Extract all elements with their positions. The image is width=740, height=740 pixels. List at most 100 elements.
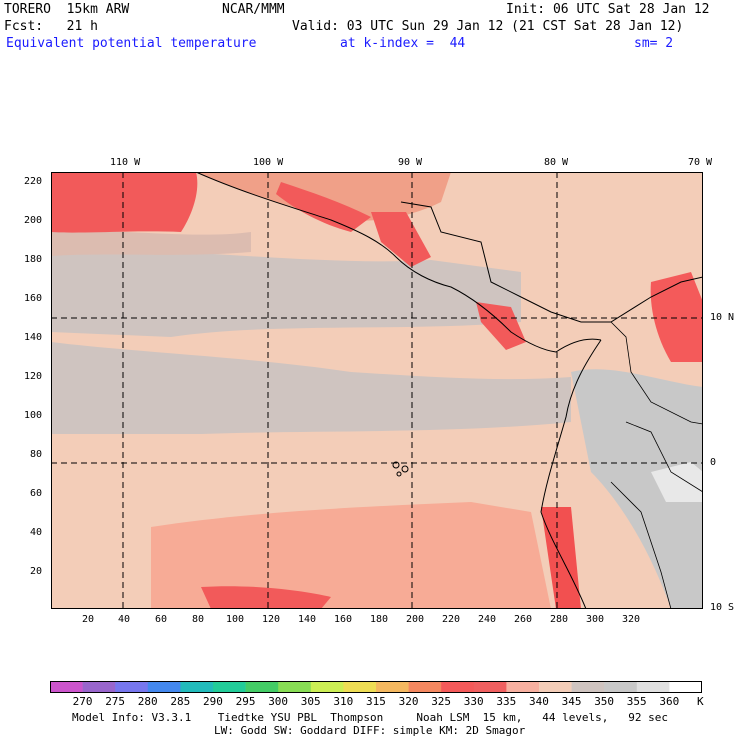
colorbar-swatch [571,681,605,693]
colorbar-label: 360 [659,695,680,708]
colorbar-swatch [408,681,442,693]
x-tick: 140 [298,614,317,625]
y-tick: 160 [24,293,43,304]
lon-label: 70 W [688,157,713,168]
grey-amazon [571,369,703,609]
colorbar-swatch [539,681,572,693]
colorbar-label: 305 [300,695,321,708]
x-tick: 20 [82,614,95,625]
x-tick: 40 [118,614,131,625]
colorbar-label: 335 [496,695,517,708]
red-venezuela [650,272,703,362]
colorbar-swatch [278,681,312,693]
lon-label: 100 W [253,157,284,168]
colorbar-swatch [604,681,638,693]
colorbar-label: 325 [431,695,452,708]
colorbar-label: 315 [366,695,386,708]
caribbean-coastline [400,201,703,323]
x-tick: 320 [622,614,641,625]
colorbar-swatch [636,681,670,693]
colorbar-swatch [376,681,409,693]
x-tick: 300 [586,614,605,625]
red-costa-rica [476,302,526,350]
colorbar-label: 345 [561,695,582,708]
colorbar-label: 355 [626,695,647,708]
smoothing: sm= 2 [634,36,674,51]
colorbar-label: 340 [529,695,549,708]
colorbar-swatch [343,681,377,693]
y-tick: 140 [24,332,43,343]
colorbar [50,681,702,693]
colorbar-swatch [245,681,279,693]
colorbar-label: 295 [235,695,256,708]
y-tick: 20 [30,566,43,577]
colorbar-swatch [147,681,181,693]
x-tick: 200 [406,614,425,625]
colorbar-swatch [473,681,507,693]
light-patch [651,462,703,502]
colorbar-label: 280 [137,695,158,708]
red-northwest [51,172,198,233]
lon-label: 90 W [398,157,423,168]
colorbar-label: 330 [463,695,484,708]
red-patch-south [201,586,331,609]
galapagos-island [401,465,409,473]
colorbar-label: 270 [72,695,93,708]
colorbar-label: 320 [398,695,419,708]
mid-band [51,230,251,256]
graticule [51,172,703,609]
colorbar-swatch [180,681,214,693]
colorbar-unit: K [697,695,704,708]
salmon-south [151,502,551,609]
valid-time: Valid: 03 UTC Sun 29 Jan 12 (21 CST Sat … [292,19,684,34]
forecast-hour: Fcst: 21 h [4,19,98,34]
y-tick: 180 [24,254,43,265]
grey-band-equator [51,342,571,434]
colorbar-swatch [669,681,702,693]
salmon-coast [196,172,451,221]
x-tick: 80 [192,614,205,625]
national-border [610,321,703,425]
init-time: Init: 06 UTC Sat 28 Jan 12 [506,2,710,17]
x-tick: 180 [370,614,389,625]
y-tick: 60 [30,488,43,499]
red-mexico-coast [276,182,371,232]
field-name: Equivalent potential temperature [6,36,257,51]
colorbar-label: 310 [333,695,354,708]
galapagos-island [396,471,402,477]
x-tick: 260 [514,614,533,625]
grey-band-north [51,250,521,337]
level-index: at k-index = 44 [340,36,466,51]
model-name: TORERO 15km ARW [4,2,130,17]
red-peru-coast [541,507,581,609]
model-info: Model Info: V3.3.1 Tiedtke YSU PBL Thomp… [72,711,669,724]
y-tick: 120 [24,371,43,382]
y-tick: 40 [30,527,43,538]
x-tick: 120 [262,614,281,625]
colorbar-label: 285 [170,695,191,708]
colorbar-frame [50,681,702,693]
south-america-coastline [540,339,602,609]
lon-label: 110 W [110,157,141,168]
galapagos-island [392,461,400,469]
x-tick: 160 [334,614,353,625]
lon-label: 80 W [544,157,569,168]
colorbar-swatch [441,681,475,693]
y-tick: 80 [30,449,43,460]
colorbar-label: 300 [268,695,289,708]
y-tick: 100 [24,410,43,421]
physics-info: LW: Godd SW: Goddard DIFF: simple KM: 2D… [214,724,526,737]
x-tick: 60 [155,614,168,625]
colorbar-label: 290 [203,695,223,708]
lat-label: 10 S [710,602,735,613]
colorbar-swatch [82,681,116,693]
y-tick: 200 [24,215,43,226]
national-border [625,421,703,493]
organization: NCAR/MMM [222,2,285,17]
x-tick: 100 [226,614,245,625]
colorbar-swatch [50,681,83,693]
colorbar-label: 350 [594,695,615,708]
colorbar-swatch [310,681,344,693]
lat-label: 0 [710,457,717,468]
x-tick: 280 [550,614,569,625]
